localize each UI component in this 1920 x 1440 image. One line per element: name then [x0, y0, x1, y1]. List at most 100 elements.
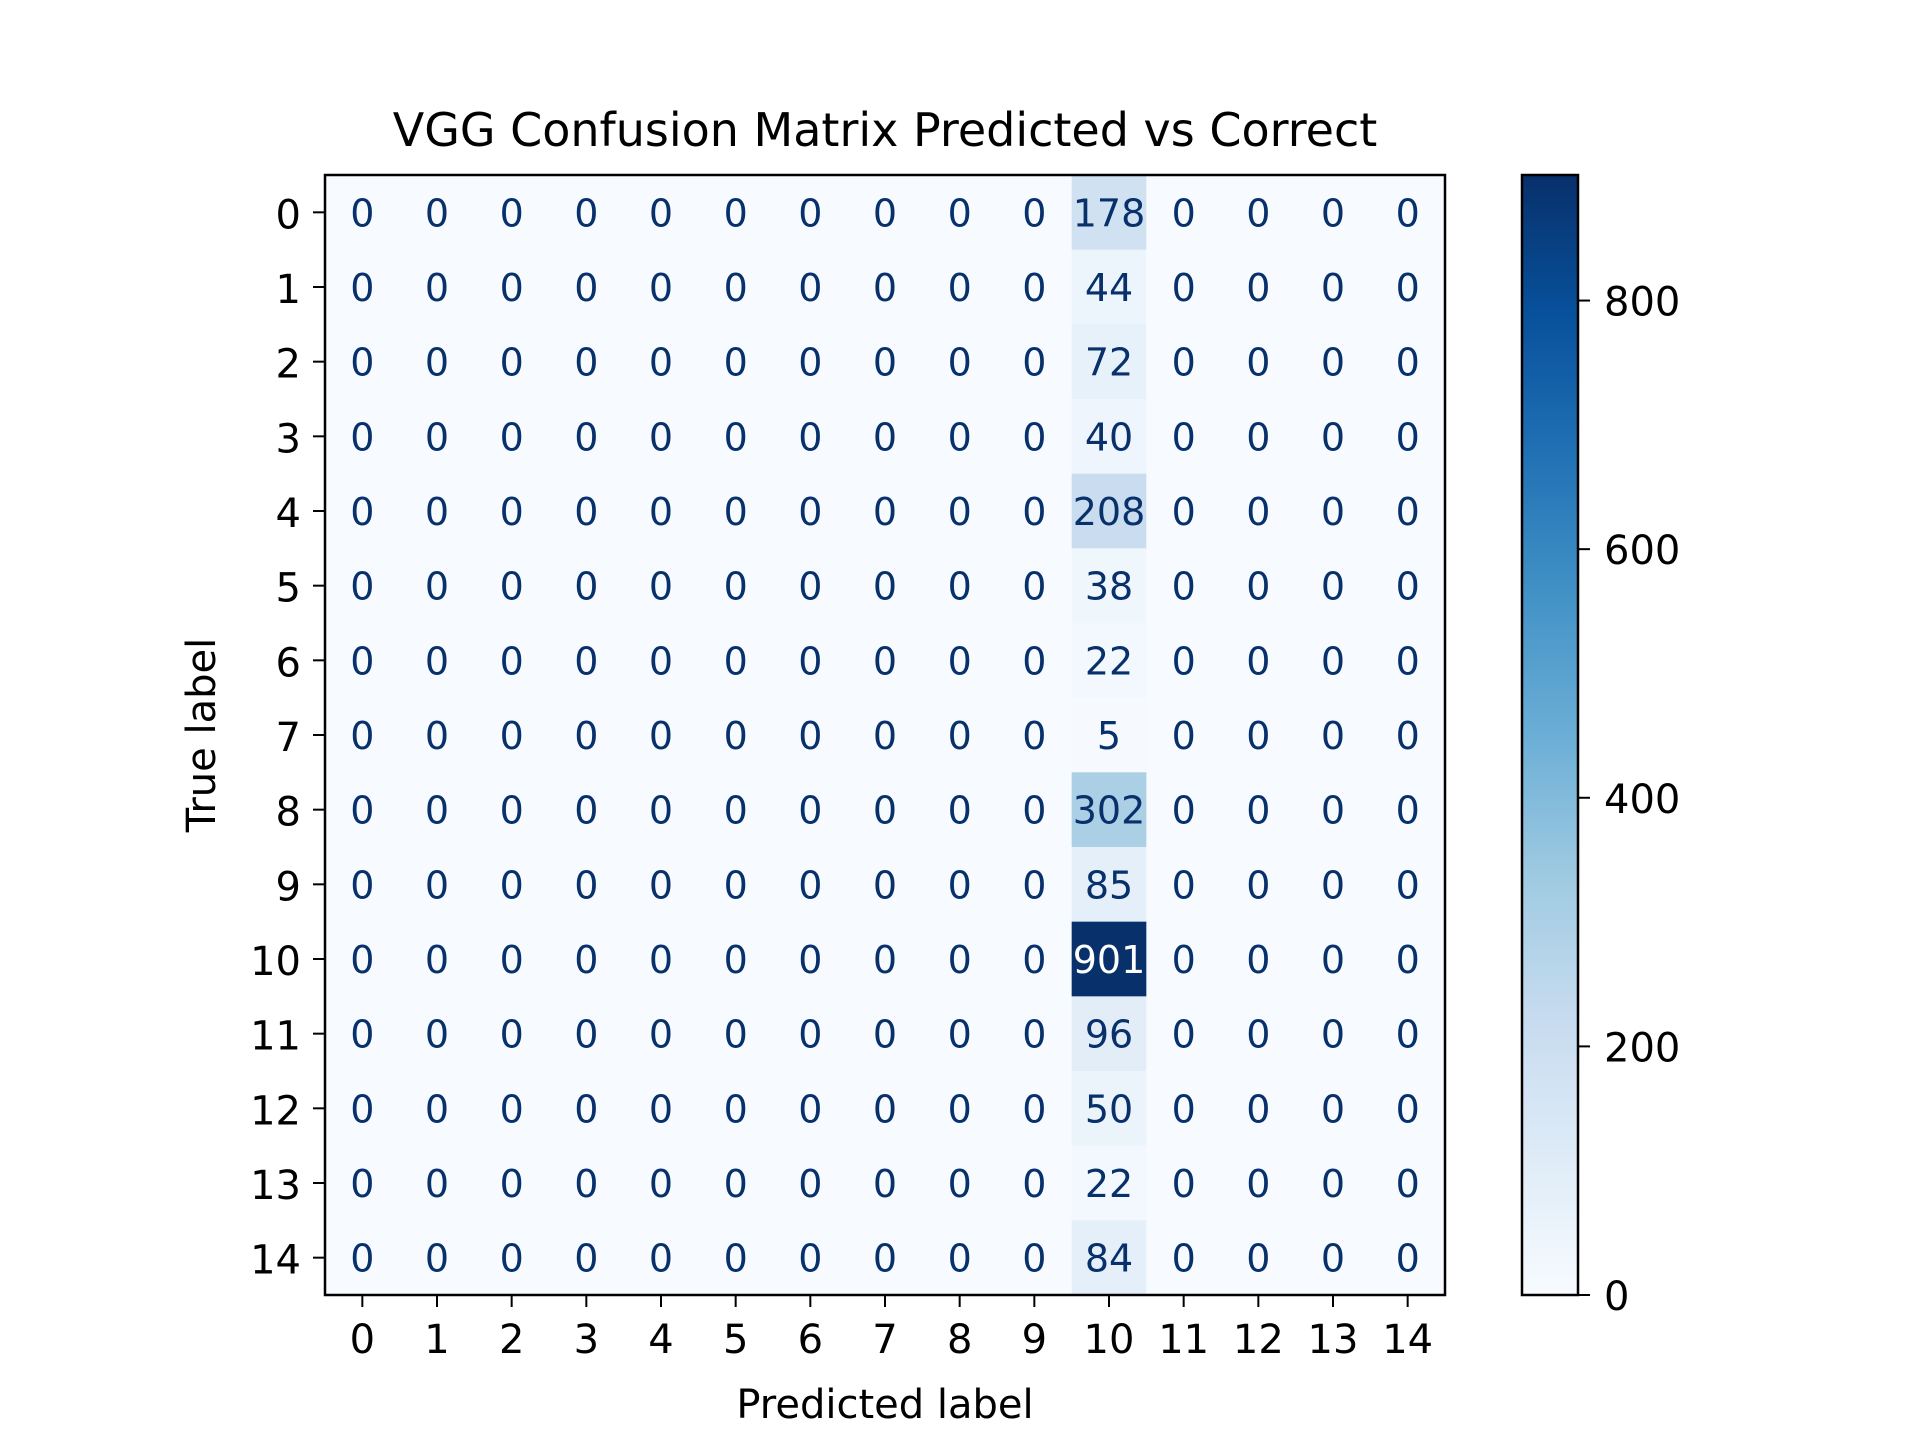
cell-value-label: 40 [1085, 415, 1133, 459]
heatmap-cell [1071, 1220, 1147, 1296]
heatmap-cell [698, 324, 774, 400]
heatmap-cell [623, 1071, 699, 1147]
heatmap-cell [997, 697, 1073, 773]
heatmap-cell [399, 249, 475, 325]
heatmap-cell [1071, 473, 1147, 549]
heatmap-cell [623, 921, 699, 997]
cell-value-label: 0 [798, 938, 822, 982]
cell-value-label: 0 [1321, 490, 1345, 534]
heatmap-cell [1146, 847, 1222, 923]
heatmap-cell [773, 249, 849, 325]
heatmap-cell [1146, 473, 1222, 549]
cell-value-label: 0 [1396, 789, 1420, 833]
heatmap-cell [698, 847, 774, 923]
heatmap-cell [1221, 473, 1297, 549]
heatmap-cell [698, 772, 774, 848]
cell-value-label: 0 [350, 266, 374, 310]
cell-value-label: 0 [1172, 1162, 1196, 1206]
cell-value-label: 0 [574, 714, 598, 758]
heatmap-cell [997, 324, 1073, 400]
cell-value-label: 0 [425, 639, 449, 683]
cell-value-label: 0 [500, 639, 524, 683]
heatmap-cell [1295, 548, 1371, 624]
heatmap-cell [325, 548, 401, 624]
cell-value-label: 0 [1396, 191, 1420, 235]
cell-value-label: 0 [724, 1087, 748, 1131]
heatmap-cell [773, 996, 849, 1072]
heatmap-cell [1370, 847, 1446, 923]
cell-value-label: 72 [1085, 341, 1133, 385]
cell-value-label: 0 [1022, 1237, 1046, 1281]
cell-value-label: 0 [1321, 789, 1345, 833]
heatmap-cell [698, 1220, 774, 1296]
cell-value-label: 0 [500, 938, 524, 982]
cell-value-label: 0 [1022, 639, 1046, 683]
cell-value-label: 0 [425, 565, 449, 609]
cell-value-label: 0 [1172, 789, 1196, 833]
cell-value-label: 0 [1172, 191, 1196, 235]
heatmap-cell [1071, 324, 1147, 400]
heatmap-cell [474, 399, 550, 475]
heatmap-cell [1071, 772, 1147, 848]
heatmap-cell [1370, 996, 1446, 1072]
heatmap-cell [549, 623, 625, 699]
heatmap-cell [922, 623, 998, 699]
cell-value-label: 0 [500, 1162, 524, 1206]
heatmap-cell [922, 548, 998, 624]
heatmap-cell [1221, 921, 1297, 997]
cell-value-label: 0 [649, 639, 673, 683]
cell-value-label: 0 [1172, 1013, 1196, 1057]
heatmap-cell [1295, 921, 1371, 997]
cell-value-label: 0 [649, 565, 673, 609]
cell-value-label: 0 [1022, 1162, 1046, 1206]
heatmap-cell [773, 1220, 849, 1296]
cell-value-label: 0 [1022, 565, 1046, 609]
heatmap-cell [1370, 623, 1446, 699]
x-tick-label: 1 [424, 1317, 449, 1363]
heatmap-cell [698, 697, 774, 773]
colorbar-tick-label: 600 [1604, 528, 1680, 574]
cell-value-label: 0 [948, 1013, 972, 1057]
cell-value-label: 0 [574, 789, 598, 833]
cell-value-label: 0 [948, 1162, 972, 1206]
cell-value-label: 0 [1396, 415, 1420, 459]
cell-value-label: 0 [948, 565, 972, 609]
heatmap-cell [474, 921, 550, 997]
cell-value-label: 0 [873, 1162, 897, 1206]
heatmap-cell [1370, 1071, 1446, 1147]
cell-value-label: 0 [649, 1237, 673, 1281]
heatmap-cell [1146, 772, 1222, 848]
heatmap-cell [773, 697, 849, 773]
heatmap-cell [623, 847, 699, 923]
heatmap-cell [847, 399, 923, 475]
heatmap-cell [1071, 175, 1147, 251]
heatmap-cell [847, 1145, 923, 1221]
cell-value-label: 0 [350, 1237, 374, 1281]
cell-value-label: 208 [1073, 490, 1146, 534]
heatmap-cell [922, 1071, 998, 1147]
heatmap-cell [698, 921, 774, 997]
cell-value-label: 96 [1085, 1013, 1133, 1057]
cell-value-label: 0 [1172, 490, 1196, 534]
x-axis-ticks: 0 1 2 3 4 5 6 7 8 9 10 11 12 13 14 [350, 1295, 1433, 1363]
heatmap-cell [1146, 1071, 1222, 1147]
cell-value-label: 0 [500, 789, 524, 833]
heatmap-cell [698, 249, 774, 325]
cell-value-label: 0 [798, 1013, 822, 1057]
heatmap-cell [847, 249, 923, 325]
colorbar-ticks: 0 200 400 600 800 [1578, 280, 1680, 1320]
cell-value-label: 0 [1396, 1237, 1420, 1281]
heatmap-cell [773, 772, 849, 848]
cell-value-label: 0 [798, 1162, 822, 1206]
cell-value-label: 0 [1172, 938, 1196, 982]
cell-value-label: 0 [500, 1237, 524, 1281]
heatmap-cell [325, 996, 401, 1072]
cell-value-label: 0 [1172, 639, 1196, 683]
cell-value-label: 0 [724, 714, 748, 758]
heatmap-cell [474, 623, 550, 699]
heatmap-cell [399, 324, 475, 400]
colorbar-tick-label: 400 [1604, 777, 1680, 823]
heatmap-cell [1295, 1071, 1371, 1147]
heatmap-cell [474, 847, 550, 923]
cell-value-label: 0 [724, 565, 748, 609]
